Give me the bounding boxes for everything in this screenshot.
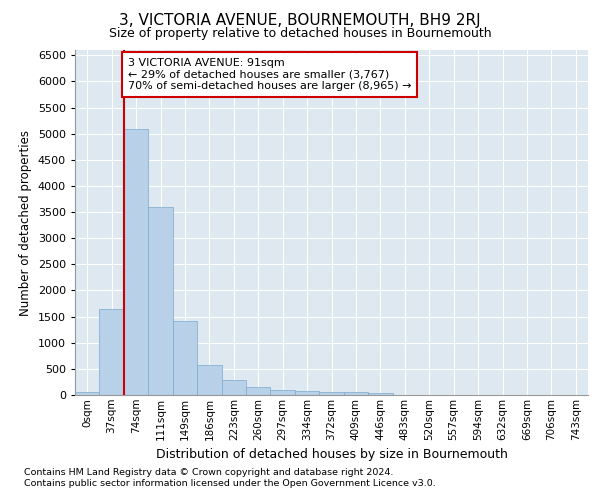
- Bar: [295, 391, 319, 395]
- Bar: [221, 380, 246, 395]
- Bar: [368, 393, 392, 395]
- Text: Size of property relative to detached houses in Bournemouth: Size of property relative to detached ho…: [109, 28, 491, 40]
- Bar: [148, 207, 173, 395]
- Bar: [271, 390, 295, 395]
- Bar: [197, 364, 221, 395]
- Text: 3 VICTORIA AVENUE: 91sqm
← 29% of detached houses are smaller (3,767)
70% of sem: 3 VICTORIA AVENUE: 91sqm ← 29% of detach…: [128, 58, 411, 91]
- Bar: [173, 321, 197, 395]
- Bar: [246, 387, 271, 395]
- Bar: [124, 130, 148, 395]
- Bar: [100, 310, 124, 395]
- X-axis label: Distribution of detached houses by size in Bournemouth: Distribution of detached houses by size …: [155, 448, 508, 461]
- Text: Contains HM Land Registry data © Crown copyright and database right 2024.
Contai: Contains HM Land Registry data © Crown c…: [24, 468, 436, 487]
- Y-axis label: Number of detached properties: Number of detached properties: [19, 130, 32, 316]
- Bar: [319, 392, 344, 395]
- Bar: [344, 392, 368, 395]
- Bar: [75, 392, 100, 395]
- Text: 3, VICTORIA AVENUE, BOURNEMOUTH, BH9 2RJ: 3, VICTORIA AVENUE, BOURNEMOUTH, BH9 2RJ: [119, 12, 481, 28]
